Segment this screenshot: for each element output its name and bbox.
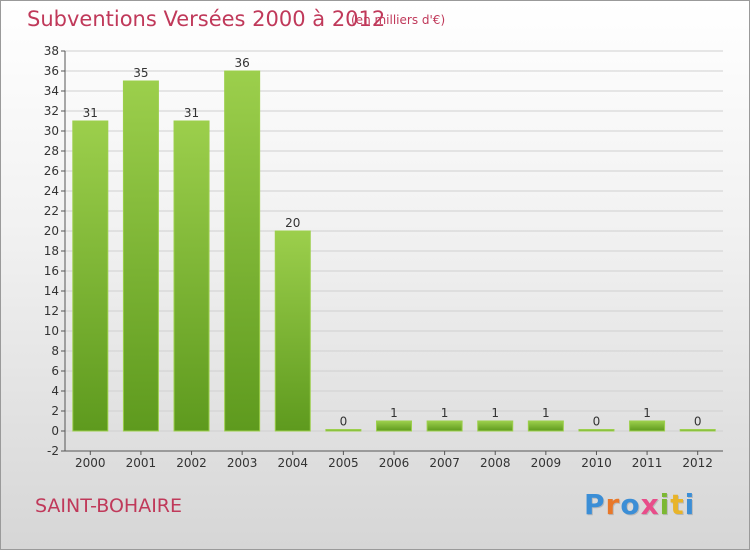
y-tick-label: 2 <box>51 404 59 418</box>
chart-unit: (en milliers d'€) <box>351 13 446 27</box>
bar-2011 <box>629 420 666 432</box>
x-tick-label: 2007 <box>429 456 460 470</box>
y-tick-label: 32 <box>44 104 59 118</box>
x-tick-label: 2011 <box>632 456 663 470</box>
y-tick-label: 34 <box>44 84 59 98</box>
y-tick-label: 38 <box>44 44 59 58</box>
y-tick-label: 0 <box>51 424 59 438</box>
x-tick-label: 2005 <box>328 456 359 470</box>
x-tick-label: 2003 <box>227 456 258 470</box>
bar-2007 <box>426 420 463 432</box>
value-label-2004: 20 <box>285 216 300 230</box>
x-tick-label: 2012 <box>682 456 713 470</box>
y-tick-label: 4 <box>51 384 59 398</box>
logo-letter: i <box>659 488 671 521</box>
y-tick-label: 20 <box>44 224 59 238</box>
y-tick-label: -2 <box>47 444 59 458</box>
x-tick-label: 2002 <box>176 456 207 470</box>
commune-name: SAINT-BOHAIRE <box>35 495 183 517</box>
x-tick-label: 2008 <box>480 456 511 470</box>
logo-letter: r <box>605 488 621 521</box>
value-label-2010: 0 <box>593 415 601 429</box>
y-tick-label: 6 <box>51 364 59 378</box>
y-tick-label: 8 <box>51 344 59 358</box>
y-tick-label: 26 <box>44 164 59 178</box>
chart-title: Subventions Versées 2000 à 2012 <box>27 7 386 31</box>
y-tick-label: 30 <box>44 124 59 138</box>
value-label-2003: 36 <box>235 56 250 70</box>
x-tick-label: 2001 <box>126 456 157 470</box>
bar-2008 <box>477 420 514 432</box>
y-tick-label: 28 <box>44 144 59 158</box>
x-tick-label: 2000 <box>75 456 106 470</box>
x-tick-label: 2006 <box>379 456 410 470</box>
bar-2002 <box>173 120 210 432</box>
bar-2009 <box>527 420 564 432</box>
value-label-2006: 1 <box>390 406 398 420</box>
value-label-2002: 31 <box>184 106 199 120</box>
value-label-2012: 0 <box>694 415 702 429</box>
bar-2006 <box>376 420 412 432</box>
value-label-2007: 1 <box>441 406 449 420</box>
logo-letter: i <box>684 488 696 521</box>
bar-2000 <box>72 120 109 432</box>
bar-2001 <box>122 80 159 432</box>
bar-2004 <box>274 230 311 432</box>
y-tick-label: 36 <box>44 64 59 78</box>
y-tick-label: 10 <box>44 324 59 338</box>
logo-letter: P <box>584 488 606 521</box>
value-label-2000: 31 <box>83 106 98 120</box>
bar-2005 <box>325 429 362 432</box>
y-tick-label: 12 <box>44 304 59 318</box>
x-tick-label: 2009 <box>531 456 562 470</box>
bar-2003 <box>224 70 261 432</box>
x-tick-label: 2004 <box>277 456 308 470</box>
value-label-2001: 35 <box>133 66 148 80</box>
bar-2010 <box>578 429 615 432</box>
value-label-2005: 0 <box>340 415 348 429</box>
y-tick-label: 24 <box>44 184 59 198</box>
logo-letter: x <box>640 488 660 521</box>
value-label-2009: 1 <box>542 406 550 420</box>
logo-letter: t <box>670 488 685 521</box>
y-tick-label: 18 <box>44 244 59 258</box>
bar-2012 <box>679 429 716 432</box>
y-tick-label: 22 <box>44 204 59 218</box>
value-label-2008: 1 <box>491 406 499 420</box>
y-tick-label: 16 <box>44 264 59 278</box>
value-label-2011: 1 <box>643 406 651 420</box>
proxiti-logo: Proxiti <box>584 488 695 521</box>
x-tick-label: 2010 <box>581 456 612 470</box>
y-tick-label: 14 <box>44 284 59 298</box>
logo-letter: o <box>620 488 641 521</box>
